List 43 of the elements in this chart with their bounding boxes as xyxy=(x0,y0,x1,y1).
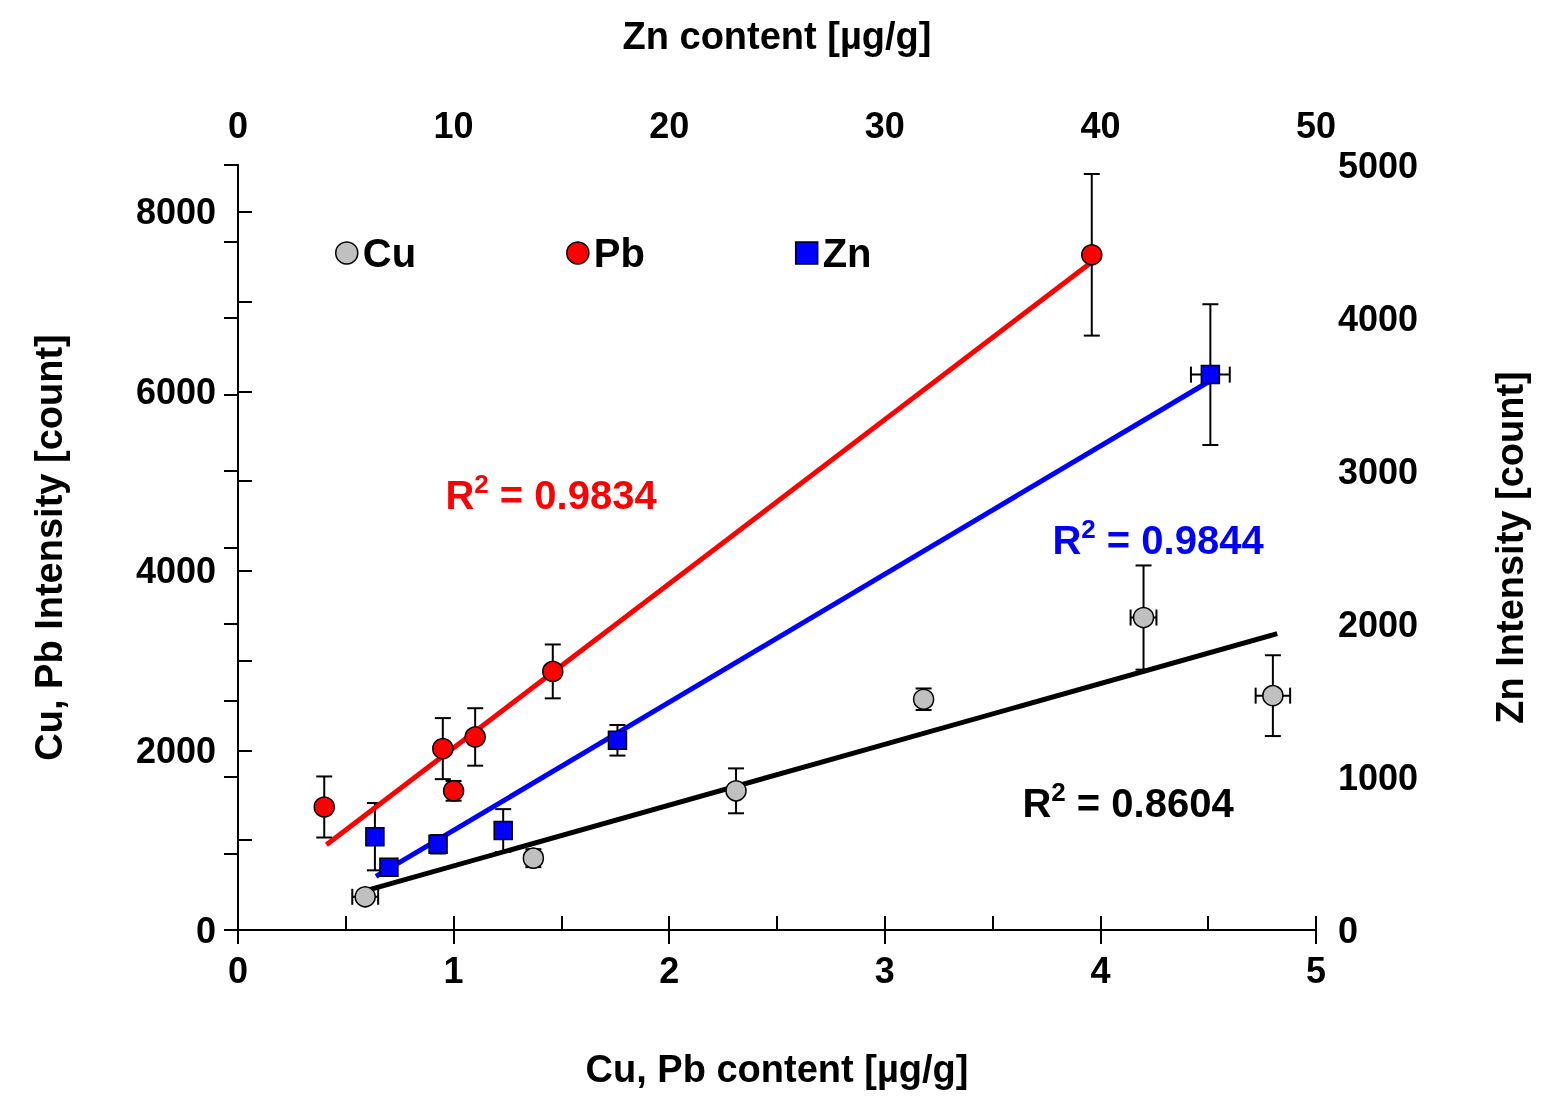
x-tick-label: 2 xyxy=(659,949,680,991)
y-tick-label: 6000 xyxy=(135,370,216,412)
x-tick-label: 1 xyxy=(443,949,464,991)
point xyxy=(1081,244,1103,266)
y-tick-label: 0 xyxy=(195,909,216,951)
y2-tick-label: 3000 xyxy=(1338,450,1419,492)
point xyxy=(432,737,454,760)
x2-axis-title: Zn content [µg/g] xyxy=(622,15,932,57)
y-axis-title: Cu, Pb Intensity [count] xyxy=(28,334,70,761)
point xyxy=(1200,364,1221,385)
y2-tick-label: 4000 xyxy=(1338,297,1419,339)
legend-label: Cu xyxy=(362,231,417,275)
x-tick-label: 3 xyxy=(874,949,895,991)
x-axis-title: Cu, Pb content [µg/g] xyxy=(585,1048,969,1090)
point xyxy=(1262,684,1284,707)
x2-tick-label: 10 xyxy=(433,104,474,146)
point xyxy=(607,730,628,751)
x-tick-label: 5 xyxy=(1305,949,1327,991)
legend-label: Zn xyxy=(822,231,872,275)
y2-tick-label: 0 xyxy=(1338,909,1359,951)
x-tick-label: 4 xyxy=(1090,949,1111,991)
x2-tick-label: 0 xyxy=(227,104,249,146)
x2-tick-label: 50 xyxy=(1295,104,1337,146)
point xyxy=(354,886,376,908)
x-tick-label: 0 xyxy=(227,949,249,991)
y2-axis-title: Zn Intensity [count] xyxy=(1489,371,1531,724)
y-tick-label: 4000 xyxy=(135,550,216,592)
point xyxy=(365,826,385,847)
y2-tick-label: 1000 xyxy=(1338,756,1419,798)
legend-label: Pb xyxy=(593,231,645,275)
point xyxy=(313,796,335,818)
y-tick-label: 2000 xyxy=(135,729,216,771)
y-tick-label: 8000 xyxy=(135,191,216,233)
point xyxy=(542,660,564,683)
point xyxy=(725,780,747,802)
point xyxy=(493,820,513,841)
x2-tick-label: 20 xyxy=(649,104,690,146)
y2-tick-label: 2000 xyxy=(1338,603,1419,645)
point xyxy=(379,857,399,878)
y2-tick-label: 5000 xyxy=(1338,144,1419,186)
point xyxy=(464,726,486,748)
x2-tick-label: 30 xyxy=(864,104,905,146)
x2-tick-label: 40 xyxy=(1080,104,1121,146)
